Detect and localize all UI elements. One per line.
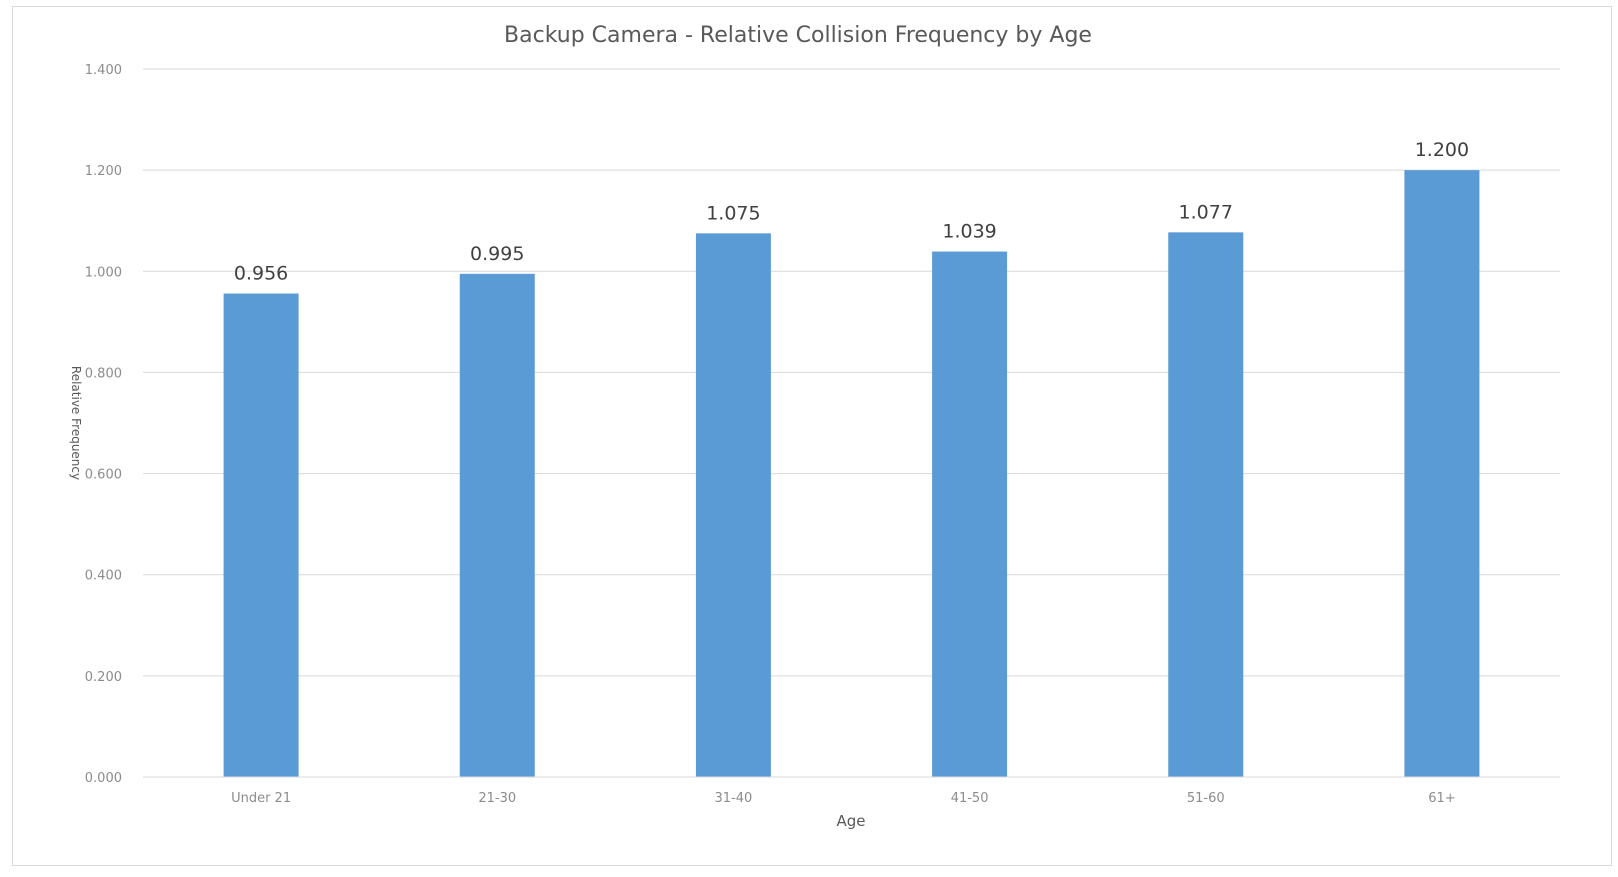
- y-tick-label: 1.000: [85, 265, 122, 280]
- x-axis-tick-labels: Under 21 21-30 31-40 41-50 51-60 61+: [231, 791, 1456, 806]
- x-tick-label: 51-60: [1187, 791, 1225, 806]
- y-axis-title: Relative Frequency: [69, 366, 83, 480]
- x-tick-label: 41-50: [951, 791, 989, 806]
- gridlines: [143, 68, 1560, 677]
- bar: [1168, 232, 1244, 778]
- x-tick-label: 31-40: [715, 791, 753, 806]
- y-tick-label: 1.400: [85, 63, 122, 78]
- y-tick-label: 0.600: [85, 468, 122, 483]
- x-tick-label: Under 21: [231, 791, 291, 806]
- bar: [1404, 170, 1480, 778]
- bars: [223, 170, 1480, 778]
- data-label: 1.200: [1415, 139, 1469, 161]
- x-tick-label: 61+: [1428, 791, 1455, 806]
- bar: [695, 233, 771, 777]
- data-label: 1.039: [942, 221, 996, 243]
- y-tick-label: 0.400: [85, 569, 122, 584]
- data-labels: 0.956 0.995 1.075 1.039 1.077 1.200: [234, 139, 1469, 284]
- bar: [459, 273, 535, 777]
- data-label: 0.956: [234, 263, 288, 285]
- data-label: 1.075: [706, 202, 760, 224]
- data-label: 0.995: [470, 243, 524, 265]
- chart-title: Backup Camera - Relative Collision Frequ…: [504, 23, 1092, 48]
- y-tick-label: 0.200: [85, 670, 122, 685]
- x-tick-label: 21-30: [478, 791, 516, 806]
- y-tick-label: 1.200: [85, 164, 122, 179]
- y-axis-tick-labels: 0.000 0.200 0.400 0.600 0.800 1.000 1.200 1.400: [85, 63, 122, 786]
- x-axis-title: Age: [836, 812, 865, 830]
- bar: [932, 251, 1008, 777]
- bar: [223, 293, 299, 777]
- y-tick-label: 0.800: [85, 366, 122, 381]
- data-label: 1.077: [1179, 201, 1233, 223]
- y-tick-label: 0.000: [85, 771, 122, 786]
